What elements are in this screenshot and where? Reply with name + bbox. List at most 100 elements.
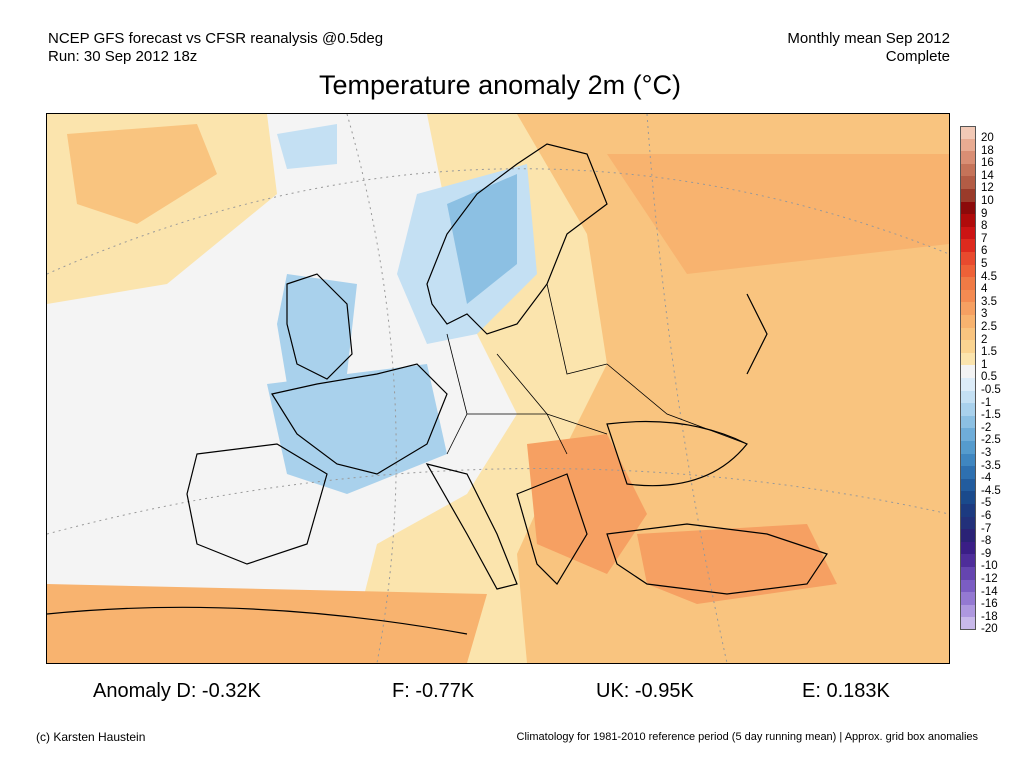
color-scale-label: 4 [981,283,988,296]
color-scale-cell [960,126,976,139]
color-scale-label: -3.5 [981,459,1001,472]
color-scale-label: -1.5 [981,409,1001,422]
graticule [47,114,949,663]
color-scale-label: -6 [981,510,992,522]
header-left: NCEP GFS forecast vs CFSR reanalysis @0.… [48,30,383,66]
cool-region-france [267,364,447,494]
anomaly-uk: UK: -0.95K [596,680,694,702]
color-scale-cell [960,516,976,530]
color-scale-cell [960,176,976,189]
color-scale-label: 3.5 [981,295,997,308]
color-scale-label: -9 [981,547,992,560]
color-scale-cell [960,226,976,240]
model-description: NCEP GFS forecast vs CFSR reanalysis @0.… [48,30,384,47]
color-scale-cell [960,252,976,265]
color-scale-label: -10 [981,560,998,573]
warm-region-north-russia [607,154,949,274]
climatology-note: Climatology for 1981-2010 reference peri… [516,731,978,743]
color-scale-label: 16 [981,157,994,170]
color-scale-cell [960,327,976,341]
color-scale-cell [960,277,976,290]
color-scale-label: -14 [981,585,998,598]
completion-status: Complete [885,48,950,65]
color-scale-cell [960,189,976,202]
color-scale-cell [960,201,976,215]
color-scale-label: -2 [981,421,992,434]
color-scale-label: 12 [981,182,994,195]
color-scale-label: -4.5 [981,484,1001,497]
color-scale-cell [960,579,976,593]
color-scale-label: 2 [981,333,988,346]
color-scale-label: -12 [981,573,998,585]
color-scale-label: -18 [981,610,998,623]
warm-region-balkans [527,434,647,574]
color-scale-label: 10 [981,195,994,207]
color-scale-cell [960,604,976,618]
color-scale-cell [960,554,976,567]
color-scale-cell [960,403,976,416]
color-scale-cell [960,415,976,429]
color-scale-cell [960,340,976,353]
color-scale-label: 7 [981,232,988,245]
color-scale-cell [960,453,976,467]
color-scale-cell [960,478,976,492]
color-scale-cell [960,352,976,366]
color-scale-label: -5 [981,497,992,510]
color-scale-label: 2.5 [981,321,997,333]
color-scale-cell [960,567,976,580]
color-scale-label: -3 [981,447,992,459]
color-scale-label: -8 [981,535,992,548]
color-scale-cell [960,617,976,630]
credit: (c) Karsten Haustein [36,730,146,744]
color-scale-cell [960,428,976,441]
country-borders [446,283,748,455]
color-scale-cell [960,504,976,517]
color-scale-label: -0.5 [981,384,1001,396]
color-scale-label: 1 [981,358,988,371]
color-scale-cell [960,264,976,278]
color-scale-label: 1.5 [981,346,997,359]
anomaly-germany: Anomaly D: -0.32K [93,680,261,702]
color-scale-label: 18 [981,144,994,157]
color-scale-label: 5 [981,258,988,270]
color-scale-label: -7 [981,522,992,535]
period-label: Monthly mean Sep 2012 [787,30,950,47]
cool-region-uk [277,274,357,384]
color-scale-label: 0.5 [981,371,997,384]
cool-region-svalbard [277,124,337,169]
color-scale-cell [960,390,976,404]
color-scale-label: 8 [981,220,988,233]
color-scale-label: 6 [981,245,988,258]
color-scale-cell [960,163,976,177]
color-scale-label: 20 [981,132,994,144]
color-scale-cell [960,289,976,303]
color-scale-cell [960,365,976,378]
color-scale-label: -2.5 [981,434,1001,447]
color-scale-label: -20 [981,623,998,636]
cool-region-norway [447,174,517,304]
color-scale-cell [960,315,976,328]
header-right: Monthly mean Sep 2012 Complete [787,30,950,66]
color-scale-cell [960,151,976,164]
map-canvas [47,114,949,663]
color-scale-cell [960,239,976,252]
color-scale-cell [960,491,976,504]
color-scale-cell [960,378,976,391]
warm-region-turkey [637,524,837,604]
color-scale-cell [960,441,976,454]
color-scale-label: 3 [981,308,988,321]
anomaly-map [46,113,950,664]
warm-region-north-africa [47,584,487,663]
anomaly-europe: E: 0.183K [802,680,890,702]
color-scale-label: 4.5 [981,270,997,283]
map-title: Temperature anomaly 2m (°C) [319,70,681,100]
color-scale-cell [960,138,976,152]
color-scale-label: 9 [981,207,988,220]
color-scale-cell [960,541,976,555]
color-scale-cell [960,302,976,315]
color-scale-label: -1 [981,396,992,409]
color-scale-label: -16 [981,598,998,611]
color-scale-cell [960,529,976,542]
color-scale-cell [960,466,976,479]
anomaly-france: F: -0.77K [392,680,475,702]
